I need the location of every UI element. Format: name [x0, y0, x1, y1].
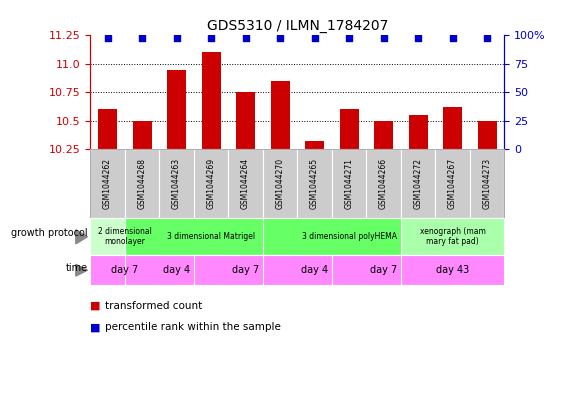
Point	[345, 35, 354, 41]
Text: day 4: day 4	[301, 265, 328, 275]
Text: GSM1044263: GSM1044263	[172, 158, 181, 209]
Point	[310, 35, 319, 41]
Text: day 7: day 7	[232, 265, 259, 275]
Bar	[305, 141, 324, 149]
Text: time: time	[65, 263, 87, 273]
Text: growth protocol: growth protocol	[11, 228, 87, 238]
Point	[482, 35, 491, 41]
Text: GSM1044264: GSM1044264	[241, 158, 250, 209]
Bar	[132, 121, 152, 149]
Text: day 43: day 43	[436, 265, 469, 275]
Text: GSM1044262: GSM1044262	[103, 158, 112, 209]
Point	[379, 35, 388, 41]
Text: GSM1044270: GSM1044270	[276, 158, 285, 209]
Point	[241, 35, 250, 41]
Text: GSM1044271: GSM1044271	[345, 158, 353, 209]
Text: ■: ■	[90, 301, 101, 310]
Text: GSM1044266: GSM1044266	[379, 158, 388, 209]
Point	[206, 35, 216, 41]
Title: GDS5310 / ILMN_1784207: GDS5310 / ILMN_1784207	[206, 19, 388, 33]
Polygon shape	[76, 230, 87, 244]
Point	[103, 35, 113, 41]
Text: transformed count: transformed count	[105, 301, 202, 310]
Text: 2 dimensional
monolayer: 2 dimensional monolayer	[98, 227, 152, 246]
Text: GSM1044265: GSM1044265	[310, 158, 319, 209]
Text: day 4: day 4	[163, 265, 190, 275]
Point	[138, 35, 147, 41]
Text: percentile rank within the sample: percentile rank within the sample	[105, 322, 281, 332]
Bar	[339, 110, 359, 149]
Point	[413, 35, 423, 41]
Text: GSM1044272: GSM1044272	[413, 158, 423, 209]
Bar	[271, 81, 290, 149]
Text: 3 dimensional polyHEMA: 3 dimensional polyHEMA	[301, 232, 396, 241]
Bar	[443, 107, 462, 149]
Text: GSM1044273: GSM1044273	[483, 158, 491, 209]
Text: GSM1044267: GSM1044267	[448, 158, 457, 209]
Bar	[167, 70, 186, 149]
Point	[172, 35, 181, 41]
Bar	[202, 53, 220, 149]
Text: ■: ■	[90, 322, 101, 332]
Point	[275, 35, 285, 41]
Bar	[236, 92, 255, 149]
Text: day 7: day 7	[111, 265, 139, 275]
Text: 3 dimensional Matrigel: 3 dimensional Matrigel	[167, 232, 255, 241]
Bar	[477, 121, 497, 149]
Bar	[98, 110, 117, 149]
Text: GSM1044269: GSM1044269	[206, 158, 216, 209]
Polygon shape	[76, 264, 87, 276]
Bar	[374, 121, 393, 149]
Text: xenograph (mam
mary fat pad): xenograph (mam mary fat pad)	[420, 227, 486, 246]
Text: day 7: day 7	[370, 265, 397, 275]
Point	[448, 35, 457, 41]
Bar	[409, 115, 427, 149]
Text: GSM1044268: GSM1044268	[138, 158, 146, 209]
